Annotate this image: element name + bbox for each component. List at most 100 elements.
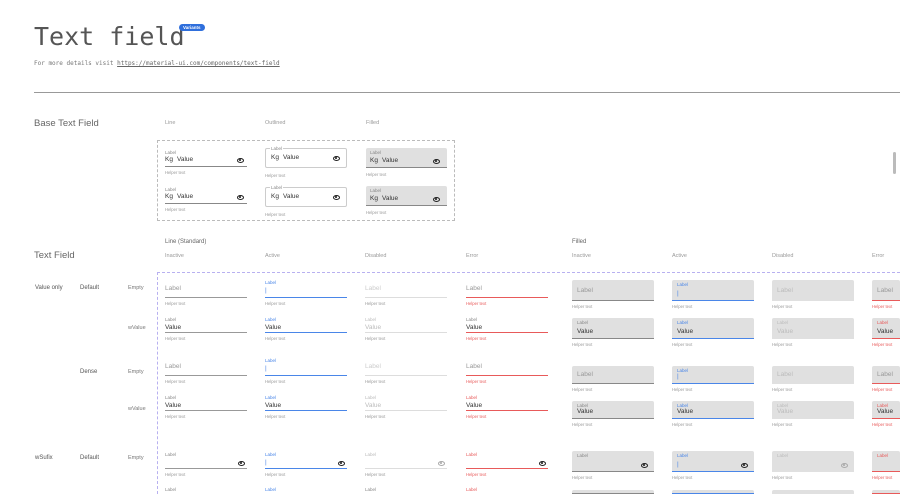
- filled-field-inactive[interactable]: [572, 490, 654, 494]
- field-value: Value: [283, 193, 300, 200]
- eye-icon[interactable]: [238, 461, 245, 466]
- filled-field-inactive[interactable]: Label Helper text: [572, 280, 654, 313]
- filled-field-active[interactable]: Label Value Helper text: [672, 401, 754, 431]
- filled-field-error[interactable]: Label Value Helper text: [872, 318, 900, 351]
- helper-text: Helper text: [872, 475, 893, 480]
- base-outlined-field[interactable]: Label Kg Value Helper text: [265, 185, 347, 218]
- line-field-error[interactable]: Label Helper text: [466, 446, 548, 480]
- field-label: Label: [265, 487, 277, 492]
- divider: [34, 92, 900, 93]
- eye-icon[interactable]: [433, 159, 440, 164]
- scrollbar[interactable]: [893, 152, 896, 174]
- helper-text: Helper text: [366, 172, 387, 177]
- field-placeholder: Label: [777, 286, 793, 294]
- state-header-error: Error: [466, 253, 479, 259]
- line-field-active[interactable]: Label | Helper text: [265, 446, 347, 480]
- row-label-wvalue: wValue: [128, 325, 146, 331]
- line-field-inactive[interactable]: Label Value Helper text: [165, 310, 247, 344]
- line-field-active[interactable]: Label Value Helper text: [265, 388, 347, 422]
- filled-background: [672, 280, 754, 301]
- line-field-inactive[interactable]: Label Value Helper text: [165, 388, 247, 422]
- filled-field-error[interactable]: [872, 490, 900, 494]
- base-line-field[interactable]: Label Kg Value Helper text: [165, 148, 247, 178]
- filled-field-active[interactable]: Label | Helper text: [672, 280, 754, 313]
- filled-field-active[interactable]: [672, 490, 754, 494]
- docs-link[interactable]: https://material-ui.com/components/text-…: [117, 60, 280, 67]
- line-field-active[interactable]: Label Value Helper text: [265, 310, 347, 344]
- filled-field-inactive[interactable]: Label Helper text: [572, 366, 654, 396]
- filled-field-inactive[interactable]: Label Helper text: [572, 451, 654, 484]
- filled-background: [872, 490, 900, 494]
- row-label-empty: Empty: [128, 369, 144, 375]
- eye-icon[interactable]: [333, 156, 340, 161]
- row-label-empty: Empty: [128, 285, 144, 291]
- filled-field-error[interactable]: Label Helper text: [872, 280, 900, 313]
- underline: [265, 468, 347, 470]
- filled-field-error[interactable]: Label Helper text: [872, 451, 900, 484]
- field-prefix: Kg: [370, 195, 378, 202]
- base-outlined-field[interactable]: Label Kg Value Helper text: [265, 146, 347, 179]
- eye-icon[interactable]: [433, 197, 440, 202]
- line-field-active[interactable]: Label | Helper text: [265, 353, 347, 387]
- filled-field-error[interactable]: Label Helper text: [872, 366, 900, 396]
- field-placeholder: Label: [577, 371, 593, 378]
- line-field-error[interactable]: Label Value Helper text: [466, 388, 548, 422]
- field-value: Value: [365, 324, 382, 331]
- helper-text: Helper text: [772, 422, 793, 427]
- filled-background: [572, 366, 654, 384]
- helper-text: Helper text: [265, 472, 286, 477]
- filled-background: [572, 318, 654, 339]
- helper-text: Helper text: [165, 207, 186, 212]
- line-field-inactive[interactable]: Label Helper text: [165, 353, 247, 387]
- eye-icon[interactable]: [539, 461, 546, 466]
- field-label: Label: [677, 282, 689, 287]
- filled-background: [672, 366, 754, 384]
- filled-field-disabled: Label Value Helper text: [772, 318, 854, 351]
- eye-icon[interactable]: [237, 158, 244, 163]
- line-field-error[interactable]: Label Value Helper text: [466, 310, 548, 344]
- field-label: Label: [577, 320, 589, 325]
- base-filled-field[interactable]: Label Kg Value Helper text: [366, 186, 448, 218]
- base-line-field[interactable]: Label Kg Value Helper text: [165, 185, 247, 215]
- eye-icon[interactable]: [338, 461, 345, 466]
- filled-background: [872, 318, 900, 339]
- eye-icon[interactable]: [237, 195, 244, 200]
- filled-field-error[interactable]: Label Value Helper text: [872, 401, 900, 431]
- field-label: Label: [466, 317, 478, 322]
- helper-text: Helper text: [672, 422, 693, 427]
- field-label: Label: [165, 187, 177, 192]
- helper-text: Helper text: [672, 387, 693, 392]
- eye-icon[interactable]: [641, 463, 648, 468]
- filled-background: [572, 280, 654, 301]
- underline: [165, 468, 247, 469]
- line-field-error[interactable]: Label Helper text: [466, 353, 548, 387]
- eye-icon[interactable]: [438, 461, 445, 466]
- filled-background: [672, 490, 754, 494]
- filled-field-active[interactable]: Label | Helper text: [672, 451, 754, 484]
- field-value: Value: [577, 328, 594, 335]
- field-placeholder: Label: [365, 363, 381, 370]
- line-field-inactive[interactable]: Label Helper text: [165, 446, 247, 480]
- eye-icon[interactable]: [333, 195, 340, 200]
- underline: [466, 468, 548, 470]
- base-col-line: Line: [165, 120, 176, 126]
- underline: [466, 332, 548, 334]
- filled-field-inactive[interactable]: Label Value Helper text: [572, 318, 654, 351]
- underline: [165, 297, 247, 298]
- field-label: Label: [370, 150, 382, 155]
- eye-icon[interactable]: [841, 463, 848, 468]
- eye-icon[interactable]: [741, 463, 748, 468]
- field-value: Value: [777, 408, 794, 415]
- line-field-inactive[interactable]: Label Helper text: [165, 275, 247, 309]
- filled-field-active[interactable]: Label Value Helper text: [672, 318, 754, 351]
- helper-text: Helper text: [365, 472, 386, 477]
- field-value: Value: [466, 324, 483, 331]
- helper-text: Helper text: [672, 342, 693, 347]
- field-value: Value: [677, 408, 694, 415]
- filled-field-active[interactable]: Label | Helper text: [672, 366, 754, 396]
- line-field-error[interactable]: Label Helper text: [466, 275, 548, 309]
- line-field-disabled: Label Helper text: [365, 275, 447, 309]
- line-field-active[interactable]: Label | Helper text: [265, 275, 347, 309]
- base-filled-field[interactable]: Label Kg Value Helper text: [366, 148, 448, 180]
- filled-field-inactive[interactable]: Label Value Helper text: [572, 401, 654, 431]
